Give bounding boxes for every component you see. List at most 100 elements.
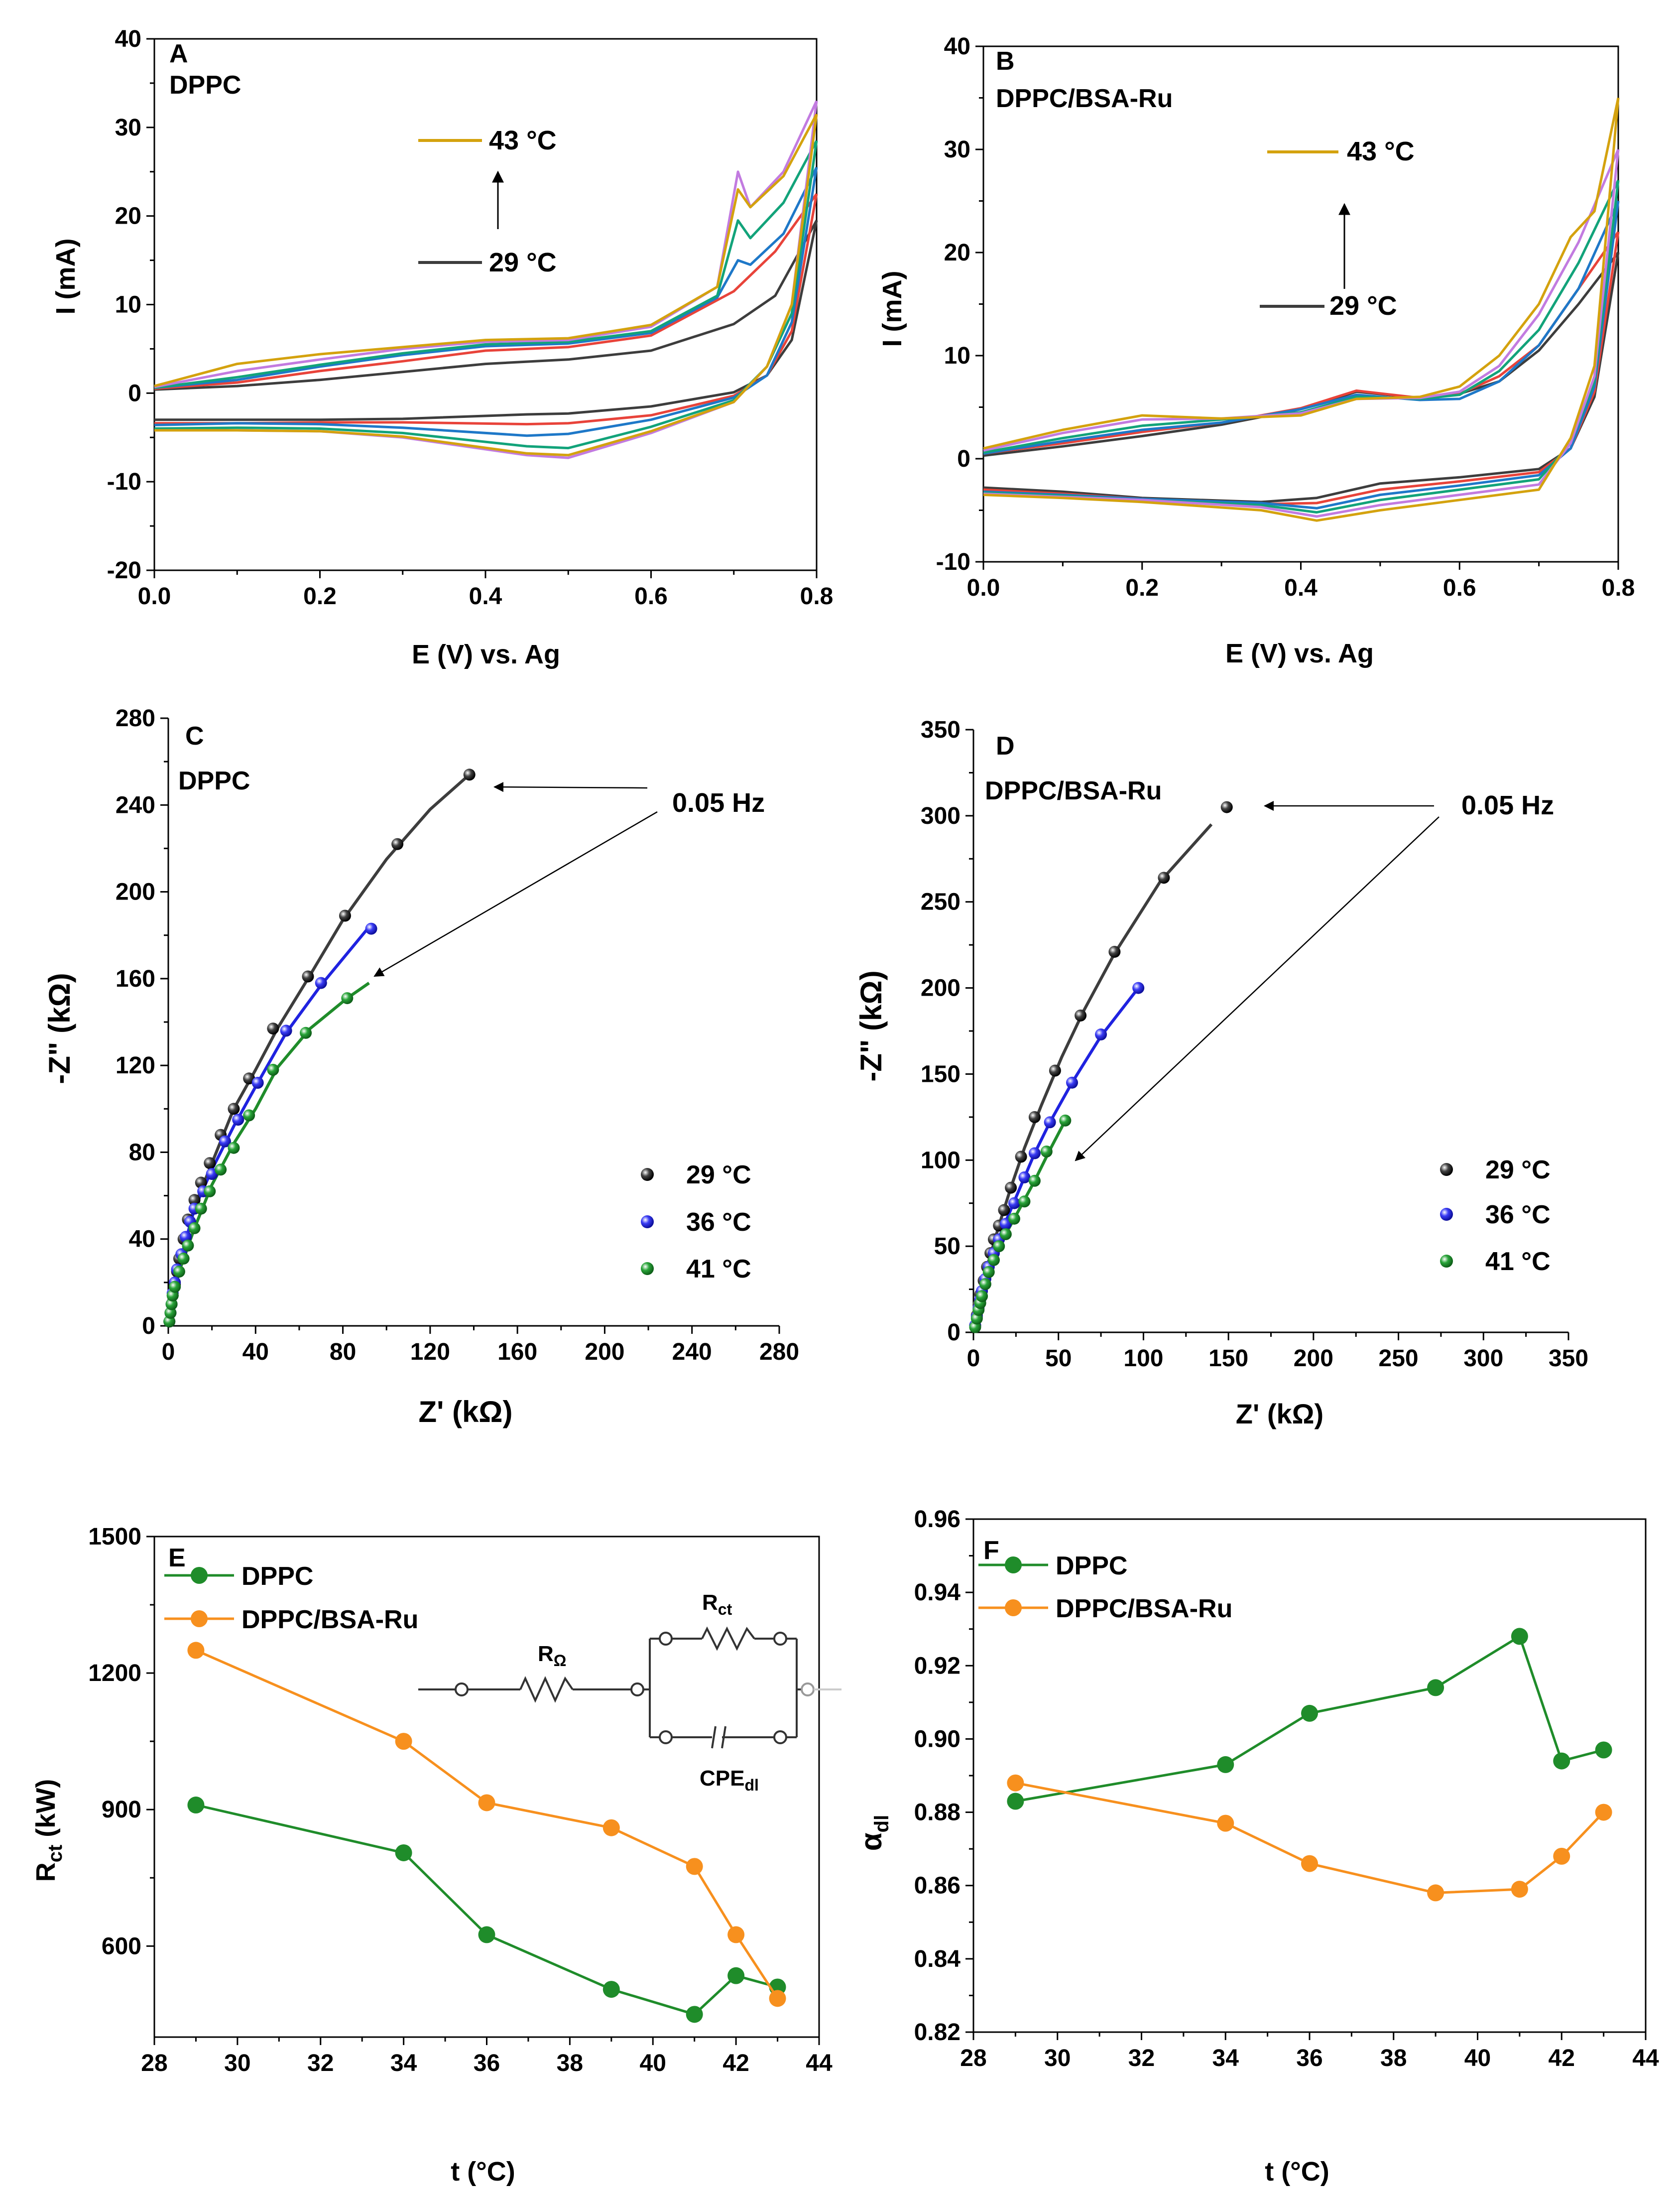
- panel-c-xtick-label: 280: [759, 1339, 799, 1365]
- panel-d-point-series-3: [1040, 1146, 1053, 1158]
- panel-f-point-dppc: [1427, 1679, 1444, 1696]
- panel-b-ylabel: I (mA): [877, 271, 907, 347]
- panel-f-xtick-label: 44: [1632, 2045, 1659, 2071]
- panel-e-point-dppc: [727, 1967, 745, 1984]
- panel-f-ytick-label: 0.92: [914, 1653, 960, 1679]
- panel-f-ylabel-sub: dl: [871, 1815, 893, 1833]
- panel-e: 28 30 32 34 36 38 40 42 44 600 900 1200 1500: [88, 1524, 833, 2076]
- panel-e-point-dppc: [686, 2006, 703, 2023]
- panel-c-point-series-1: [204, 1157, 216, 1169]
- panel-b-ytick-label: 0: [957, 446, 970, 472]
- panel-e-legend-label-bsa: DPPC/BSA-Ru: [241, 1605, 418, 1634]
- panel-c-xtick-label: 160: [497, 1339, 537, 1365]
- r-ct-resistor: [701, 1626, 755, 1651]
- panel-c-xtick-label: 200: [585, 1339, 624, 1365]
- panel-d-letter: D: [996, 732, 1015, 761]
- panel-f: 28 30 32 34 36 38 40 42 44 0.82 0.84 0.86 0.88 0.90 0.…: [914, 1506, 1659, 2071]
- panel-d-annotation: 0.05 Hz: [1461, 790, 1554, 820]
- panel-f-xtick-label: 30: [1044, 2045, 1071, 2071]
- panel-b-frame: [982, 45, 1619, 563]
- panel-d-fit-line-2: [972, 987, 1140, 1333]
- panel-c-arrow-1: [493, 782, 648, 792]
- panel-b-ytick-label: 30: [944, 136, 970, 163]
- panel-d-point-series-1: [1220, 801, 1233, 813]
- panel-c-point-series-3: [243, 1109, 255, 1122]
- panel-f-ytick-label: 0.90: [914, 1726, 960, 1752]
- panel-c-legend-marker-29: [641, 1168, 654, 1181]
- panel-f-ytick-label: 0.82: [914, 2019, 960, 2046]
- panel-f-xtick-label: 34: [1212, 2045, 1239, 2071]
- panel-d-ylabel: -Z" (kΩ): [854, 970, 888, 1081]
- panel-e-point-dppc: [478, 1926, 495, 1943]
- panel-e-point-bsa: [602, 1819, 620, 1836]
- panel-d-point-series-1: [1015, 1151, 1027, 1163]
- panel-c-ytick-label: 0: [142, 1313, 155, 1339]
- panel-a-ytick-label: -20: [107, 557, 141, 584]
- panel-e-point-bsa: [395, 1733, 412, 1750]
- panel-b-xtick-label: 0.4: [1284, 575, 1318, 601]
- panel-d-xtick-label: 300: [1463, 1345, 1503, 1372]
- panel-a-axes: 0.0 0.2 0.4 0.6 0.8 -20 -10 0 10 20 30 40: [107, 26, 834, 610]
- panel-f-ylabel-main: α: [854, 1832, 888, 1851]
- panel-b-cv-reduction-3: [983, 201, 1620, 510]
- panel-d-axes: 0 50 100 150 200 250 300 350 0 50 100 150 200 250 300 3…: [921, 717, 1588, 1372]
- panel-c-ytick-label: 160: [116, 966, 155, 992]
- panel-e-line-dppc: [195, 1804, 778, 2016]
- panel-d-ytick-label: 100: [921, 1147, 960, 1173]
- panel-b-letter: B: [996, 47, 1015, 76]
- panel-b-annot-top: 43 °C: [1347, 136, 1415, 166]
- panel-a-cv-reduction-2: [154, 193, 818, 426]
- panel-d-xtick-label: 150: [1208, 1345, 1248, 1372]
- panel-a-ylabel: I (mA): [51, 239, 81, 315]
- panel-b-xtick-label: 0.8: [1602, 575, 1635, 601]
- panel-d-point-series-3: [979, 1278, 991, 1290]
- panel-c-point-series-3: [182, 1239, 194, 1252]
- panel-b: 0.0 0.2 0.4 0.6 0.8 -10 0 10 20 30 40: [936, 33, 1635, 601]
- panel-c-fit-line-2: [167, 923, 372, 1326]
- panel-d-xtick-label: 250: [1379, 1345, 1419, 1372]
- panel-c-point-series-3: [163, 1315, 176, 1328]
- panel-f-ytick-label: 0.86: [914, 1873, 960, 1899]
- panel-e-legend: DPPC DPPC/BSA-Ru: [164, 1562, 418, 1634]
- panel-a-xlabel: E (V) vs. Ag: [412, 640, 560, 669]
- panel-c-ytick-label: 200: [116, 879, 155, 905]
- panel-d-xtick-label: 0: [967, 1345, 980, 1372]
- panel-d-point-series-2: [1028, 1147, 1041, 1160]
- circuit-node-2: [630, 1682, 644, 1696]
- panel-e-legend-label-dppc: DPPC: [241, 1562, 313, 1591]
- panel-e-ytick-label: 1500: [88, 1524, 141, 1550]
- panel-c-xtick-label: 80: [330, 1339, 356, 1365]
- panel-f-point-dppc: [1217, 1756, 1234, 1773]
- panel-c-fit-line-3: [167, 982, 370, 1326]
- panel-c-point-series-1: [302, 970, 314, 983]
- panel-c: 0 40 80 120 160 200 240 280 0 40 80 120 160 200 240 280: [116, 705, 799, 1365]
- panel-d-point-series-2: [1066, 1076, 1079, 1089]
- panel-f-point-dppc: [1595, 1741, 1612, 1759]
- panel-d-legend-marker-36: [1440, 1208, 1453, 1221]
- panel-c-point-series-3: [165, 1298, 178, 1310]
- panel-d-point-series-2: [1018, 1171, 1031, 1183]
- panel-d-legend-marker-41: [1440, 1255, 1453, 1268]
- panel-d-ytick-label: 150: [921, 1061, 960, 1087]
- cpe-main: CPE: [700, 1766, 744, 1791]
- panel-a-cv-reduction-1: [154, 220, 818, 421]
- panel-c-point-series-3: [215, 1163, 227, 1176]
- panel-d-point-series-2: [1095, 1028, 1107, 1040]
- panel-c-arrow-2: [373, 811, 658, 977]
- panel-f-point-bsa: [1595, 1804, 1612, 1821]
- panel-c-point-series-3: [195, 1202, 207, 1215]
- panel-e-xtick-label: 34: [390, 2050, 417, 2076]
- panel-d-point-series-3: [982, 1266, 995, 1278]
- panel-e-xtick-label: 30: [224, 2050, 250, 2076]
- panel-c-ytick-label: 40: [129, 1226, 155, 1253]
- panel-a-ytick-label: 30: [115, 115, 141, 141]
- panel-c-xtick-label: 120: [410, 1339, 450, 1365]
- panel-f-xtick-label: 40: [1464, 2045, 1491, 2071]
- panel-c-point-series-3: [204, 1185, 216, 1197]
- panel-a-ytick-label: -10: [107, 469, 141, 495]
- panel-a-cv-oxidation-6: [154, 114, 818, 387]
- panel-f-point-bsa: [1217, 1814, 1234, 1832]
- panel-a-cv-reduction-6: [154, 114, 818, 457]
- panel-c-legend-marker-36: [641, 1215, 654, 1228]
